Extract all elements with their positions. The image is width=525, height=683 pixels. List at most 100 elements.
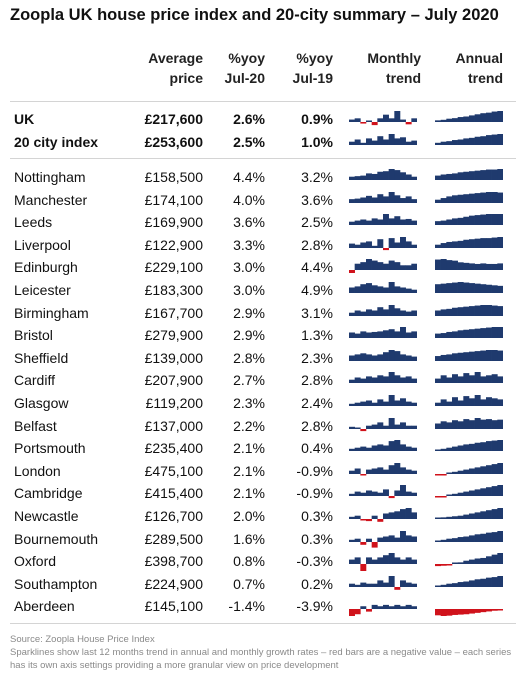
spark-bar <box>452 261 458 271</box>
spark-bar <box>486 214 492 226</box>
spark-bar <box>440 539 447 542</box>
row-yoy-jul19: 1.3% <box>301 327 333 344</box>
spark-bar <box>463 263 470 271</box>
spark-bar <box>383 287 389 293</box>
spark-bar <box>463 239 470 248</box>
spark-bar <box>457 536 464 542</box>
spark-bar <box>480 263 487 271</box>
spark-bar <box>377 580 384 587</box>
row-yoy-jul20: 2.5% <box>233 134 265 150</box>
spark-bar <box>394 216 401 226</box>
spark-bar <box>394 490 401 497</box>
spark-bar <box>400 444 406 452</box>
spark-bar <box>354 244 361 248</box>
spark-bar <box>440 259 447 271</box>
spark-bar <box>469 534 475 542</box>
spark-bar <box>354 377 361 384</box>
spark-bar <box>371 140 378 145</box>
table-row: Sheffield £139,000 2.8% 2.3% <box>0 348 525 370</box>
annual-trend-sparkline <box>435 417 503 429</box>
table-row: Portsmouth £235,400 2.1% 0.4% <box>0 438 525 460</box>
spark-bar <box>474 372 481 384</box>
monthly-trend-sparkline <box>349 485 417 499</box>
spark-bar <box>354 468 361 474</box>
spark-bar <box>457 376 464 384</box>
row-average-price: £415,400 <box>144 485 203 502</box>
spark-bar <box>388 395 395 406</box>
spark-bar <box>411 198 417 203</box>
header-yoy-jul19: %yoy Jul-19 <box>293 48 333 88</box>
spark-bar <box>411 140 417 145</box>
spark-bar <box>435 284 441 293</box>
spark-bar <box>366 283 372 293</box>
spark-bar <box>463 329 470 339</box>
spark-bar <box>457 139 464 145</box>
spark-bar <box>463 581 470 587</box>
row-yoy-jul20: 3.6% <box>233 214 265 231</box>
spark-bar <box>349 380 355 384</box>
spark-bar <box>377 375 384 384</box>
spark-bar <box>411 425 417 429</box>
spark-bar <box>491 463 498 474</box>
row-yoy-jul20: 3.0% <box>233 282 265 298</box>
spark-bar <box>400 377 406 384</box>
header-yoy-jul19-line1: %yoy <box>296 50 333 66</box>
spark-bar <box>371 285 378 293</box>
annual-trend-sparkline <box>435 282 503 293</box>
row-yoy-jul19: 1.0% <box>301 134 333 150</box>
spark-bar <box>457 445 464 452</box>
spark-bar <box>480 488 487 497</box>
spark-bar <box>457 515 464 519</box>
spark-bar <box>491 111 498 122</box>
spark-bar <box>486 191 492 203</box>
spark-bar <box>474 489 481 497</box>
spark-bar <box>474 609 481 614</box>
spark-bar <box>497 236 503 248</box>
spark-bar <box>486 135 492 145</box>
spark-bar <box>411 310 417 316</box>
spark-bar <box>394 331 401 339</box>
annual-trend-sparkline <box>435 372 503 384</box>
spark-bar <box>405 469 412 474</box>
spark-bar <box>435 244 441 248</box>
spark-bar <box>400 119 406 122</box>
spark-bar <box>457 400 464 406</box>
row-average-price: £253,600 <box>144 134 203 150</box>
spark-bar <box>366 609 372 613</box>
spark-bar <box>366 138 372 145</box>
spark-bar <box>452 374 458 384</box>
spark-bar <box>446 332 453 339</box>
spark-bar <box>377 219 384 226</box>
header-yoy-jul19-line2: Jul-19 <box>292 70 333 86</box>
spark-bar <box>486 264 492 271</box>
row-yoy-jul20: 2.7% <box>233 372 265 389</box>
spark-bar <box>377 467 384 474</box>
annual-trend-sparkline <box>435 134 503 145</box>
annual-trend-sparkline <box>435 485 503 498</box>
spark-bar <box>354 584 361 587</box>
spark-bar <box>452 307 458 316</box>
spark-bar <box>394 111 401 122</box>
annual-trend-sparkline <box>435 609 503 617</box>
spark-bar <box>383 330 389 339</box>
row-yoy-jul19: 3.6% <box>301 191 333 208</box>
row-yoy-jul20: 2.6% <box>233 111 265 127</box>
spark-bar <box>360 519 367 521</box>
spark-bar <box>400 172 406 180</box>
spark-bar <box>469 398 475 406</box>
spark-bar <box>463 373 470 384</box>
spark-bar <box>371 122 378 126</box>
spark-bar <box>360 122 367 124</box>
footnote: Sparklines show last 12 months trend in … <box>10 647 512 671</box>
spark-bar <box>435 310 441 316</box>
source-note: Source: Zoopla House Price Index <box>10 634 155 645</box>
spark-bar <box>463 396 470 406</box>
spark-bar <box>354 557 361 565</box>
spark-bar <box>400 421 406 429</box>
spark-bar <box>452 562 458 565</box>
spark-bar <box>383 171 389 180</box>
spark-bar <box>371 541 378 548</box>
spark-bar <box>457 194 464 203</box>
spark-bar <box>497 440 503 452</box>
row-yoy-jul19: 0.4% <box>301 440 333 457</box>
